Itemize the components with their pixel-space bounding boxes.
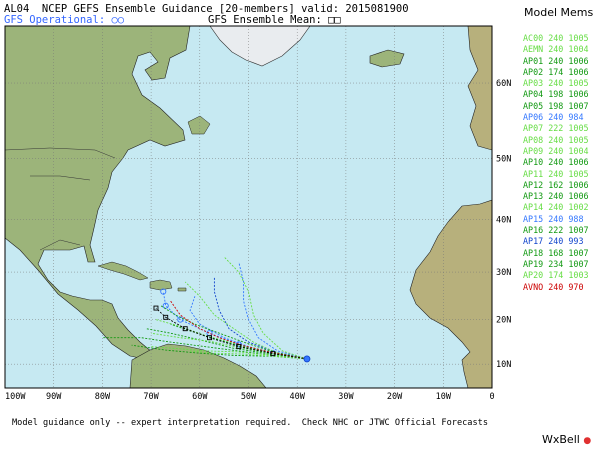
longitude-label: 50W (241, 392, 257, 402)
legend-member: AC00 240 1005 (523, 33, 589, 43)
legend-member: AVNO 240 970 (523, 281, 584, 292)
storm-origin-marker (303, 355, 311, 363)
gfs-operational-marker (160, 288, 167, 295)
chart-title: AL04 NCEP GEFS Ensemble Guidance [20-mem… (4, 3, 409, 15)
legend-member: AP19 234 1007 (523, 258, 589, 269)
brand-dot: ● (583, 436, 592, 446)
legend-member: AP04 198 1006 (523, 89, 589, 100)
gfs-operational-key: GFS Operational: ○○ (4, 14, 125, 26)
longitude-label: 90W (46, 392, 62, 402)
gfs-mean-marker (153, 305, 159, 311)
legend-member: AP15 240 988 (523, 213, 584, 224)
legend-member: AP05 198 1007 (523, 100, 589, 111)
legend-member: AP07 222 1005 (523, 123, 589, 134)
gfs-mean-marker (182, 326, 188, 332)
ensemble-track (160, 305, 307, 360)
ensemble-track (190, 350, 307, 360)
longitude-label: 60W (192, 392, 208, 402)
legend-member: AP09 240 1004 (523, 145, 589, 156)
legend-member: AP11 240 1005 (523, 168, 589, 179)
legend-member: AP02 174 1006 (523, 66, 589, 77)
iceland (369, 49, 405, 68)
latitude-label: 20N (496, 316, 511, 326)
model-members-legend: Model Mems AC00 240 1005 AEMN 240 1004 AP0… (520, 6, 600, 293)
wxbell-logo: WxBell ● (542, 433, 591, 446)
country-borders (5, 147, 116, 251)
latitude-label: 40N (496, 215, 511, 225)
legend-member: AP10 240 1006 (523, 157, 589, 168)
hispaniola (149, 279, 173, 291)
longitude-label: 10W (436, 392, 452, 402)
legend-member: AEMN 240 1004 (523, 44, 589, 55)
legend-member: AP01 240 1006 (523, 55, 589, 66)
latitude-labels: 10N 20N 30N 40N 50N 60N (496, 79, 511, 370)
south-america (129, 343, 267, 388)
legend-items: AC00 240 1005 AEMN 240 1004 AP01 240 1006 A… (520, 33, 600, 293)
legend-member: AP13 240 1006 (523, 191, 589, 202)
legend-member: AP08 240 1005 (523, 134, 589, 145)
longitude-label: 0 (489, 392, 494, 402)
graticule (5, 26, 492, 388)
greenland (209, 26, 311, 67)
legend-member: AP06 240 984 (523, 112, 584, 123)
ensemble-tracks (102, 256, 311, 363)
longitude-label: 80W (95, 392, 111, 402)
legend-member: AP18 168 1007 (523, 247, 589, 258)
legend-member: AP12 162 1006 (523, 179, 589, 190)
ensemble-track (102, 337, 307, 360)
longitude-labels: 100W 90W 80W 70W 60W 50W 40W 30W 20W 10W 0 (5, 392, 495, 402)
gfs-mean-marker (270, 351, 276, 357)
ensemble-track (223, 256, 308, 360)
europe-africa (409, 26, 492, 388)
gfs-mean-marker (163, 314, 169, 320)
footer-disclaimer: Model guidance only -- expert interpreta… (12, 418, 488, 428)
map-frame (4, 25, 493, 389)
ensemble-track (151, 346, 307, 360)
legend-member: AP17 240 993 (523, 236, 584, 247)
latitude-label: 10N (496, 360, 511, 370)
gfs-mean-marker (207, 335, 212, 341)
newfoundland (187, 115, 211, 135)
legend-member: AP16 222 1007 (523, 225, 589, 236)
longitude-label: 20W (387, 392, 403, 402)
ensemble-track (155, 307, 307, 360)
longitude-label: 100W (5, 392, 26, 402)
gfs-mean-key: GFS Ensemble Mean: □□ (208, 14, 341, 26)
legend-member: AP14 240 1002 (523, 202, 589, 213)
longitude-label: 70W (143, 392, 159, 402)
cuba (97, 261, 149, 281)
puerto-rico (177, 287, 187, 292)
gfs-mean-marker (236, 344, 242, 350)
legend-member: AP20 174 1003 (523, 270, 589, 281)
legend-member: AP03 240 1005 (523, 78, 589, 89)
latitude-label: 50N (496, 154, 511, 164)
latitude-label: 60N (496, 79, 511, 89)
latitude-label: 30N (496, 268, 511, 278)
ensemble-track (238, 261, 308, 360)
legend-title: Model Mems (524, 6, 594, 19)
land-layer (5, 26, 492, 388)
longitude-label: 40W (290, 392, 306, 402)
brand-name: WxBell (542, 433, 580, 446)
longitude-label: 30W (338, 392, 354, 402)
